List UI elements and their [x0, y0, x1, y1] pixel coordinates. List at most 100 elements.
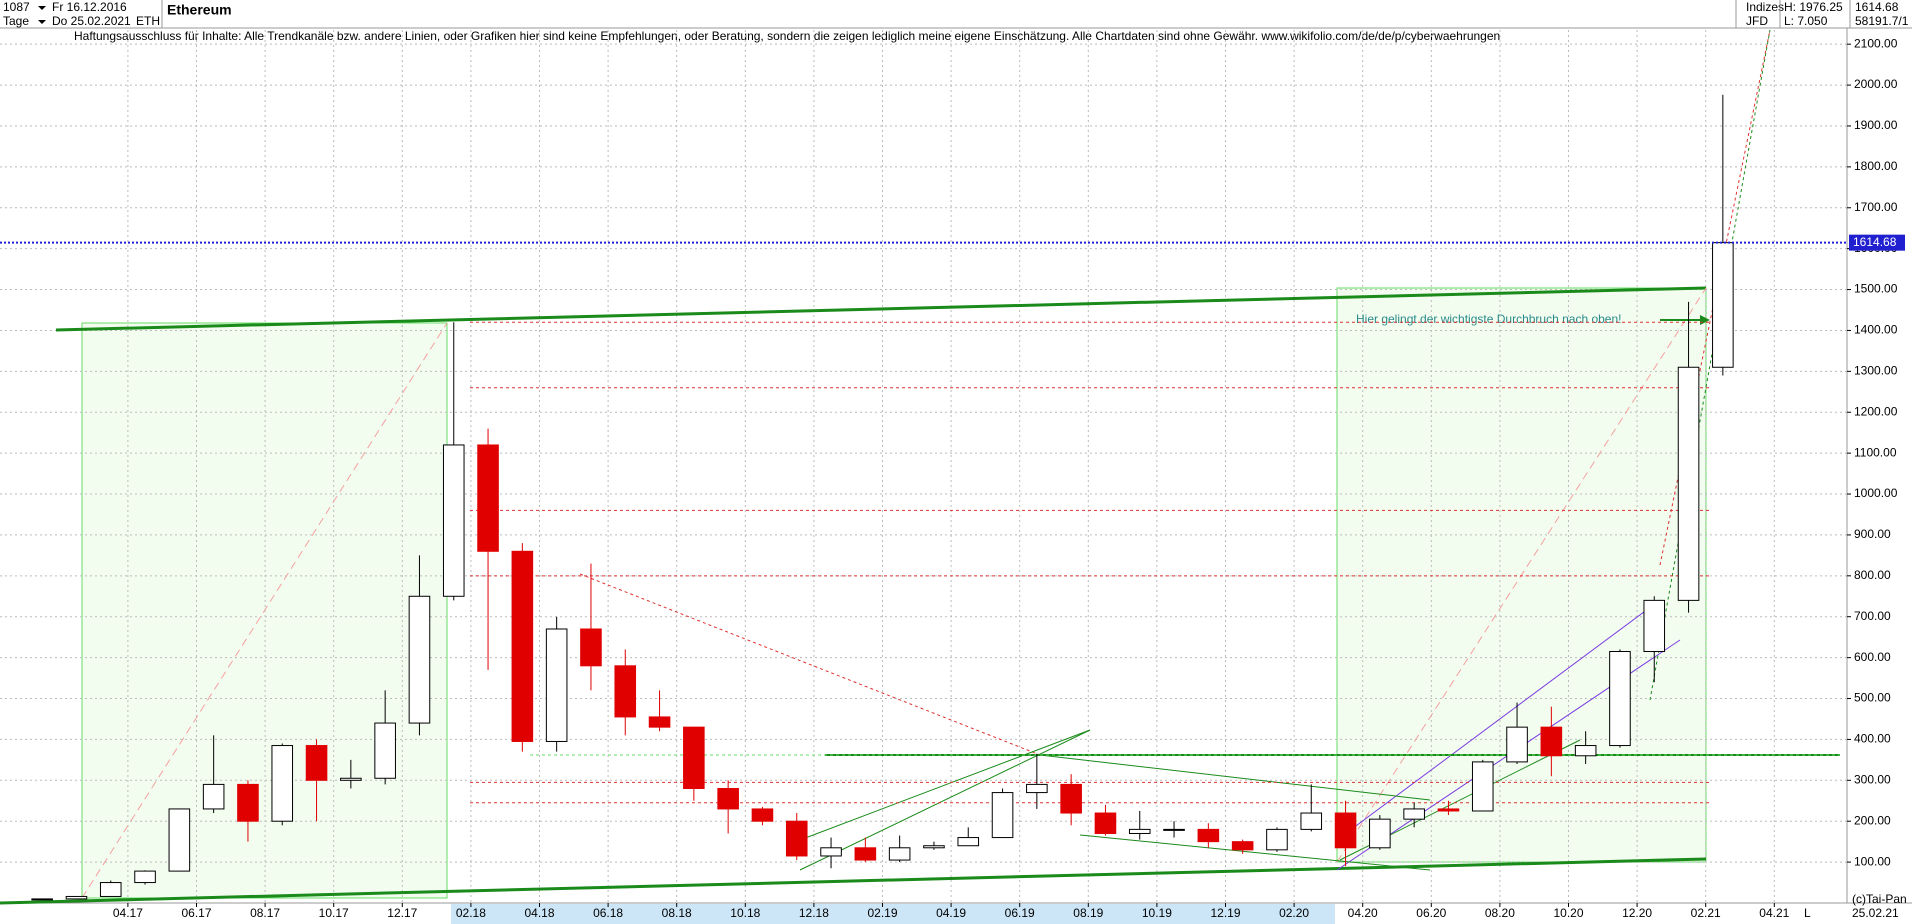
x-tick-label: 04.19 [936, 906, 966, 920]
trend-line [0, 857, 1707, 905]
period: Tage [3, 14, 29, 28]
candle-body [31, 898, 53, 901]
y-tick-label: 1200.00 [1854, 404, 1898, 418]
dropdown-arrow[interactable] [38, 6, 46, 10]
axes: 100.00 200.00 300.00 400.00 500.00 600.00 700.… [0, 36, 1905, 920]
y-tick-label: 900.00 [1854, 527, 1891, 541]
x-tick-label: 08.18 [662, 906, 692, 920]
candle-body [1300, 812, 1323, 830]
y-tick-label: 1500.00 [1854, 282, 1898, 296]
candle-body [477, 444, 499, 552]
candle-body [683, 726, 705, 789]
candle-body [717, 787, 739, 810]
x-tick-label: 06.19 [1005, 906, 1035, 920]
x-tick-label: 04.21 [1759, 906, 1789, 920]
candle-body [168, 808, 191, 872]
last-price-box [1849, 234, 1905, 251]
candle-body [442, 444, 465, 597]
x-tick-label: 06.20 [1416, 906, 1446, 920]
y-tick-label: 1000.00 [1854, 486, 1898, 500]
subtitle: Haftungsausschluss für Inhalte: Alle Tre… [74, 29, 1500, 43]
trend-line [799, 729, 1091, 841]
candle-body [1403, 808, 1425, 820]
candle-body [751, 808, 774, 822]
candle-body [237, 783, 259, 822]
candle-body [511, 550, 534, 742]
y-tick-label: 800.00 [1854, 568, 1891, 582]
candle-body [1540, 726, 1563, 757]
candle-body [991, 792, 1014, 839]
symbol: ETH [136, 14, 160, 28]
candle-body [1026, 783, 1048, 794]
candle-body [1128, 828, 1151, 834]
trend-line [1079, 834, 1431, 871]
candle-body [340, 777, 362, 781]
candle-body [545, 628, 568, 742]
annotation: Hier gelingt der wichtigste Durchbruch n… [1356, 312, 1621, 326]
x-tick-label: 08.17 [250, 906, 280, 920]
count: 1087 [3, 0, 30, 14]
candle-body [1163, 828, 1185, 831]
y-tick-label: 100.00 [1854, 854, 1891, 868]
volume: 58191.7/1 [1855, 14, 1909, 28]
y-tick-label: 1700.00 [1854, 200, 1898, 214]
trend-line [1039, 754, 1431, 801]
y-tick-label: 300.00 [1854, 772, 1891, 786]
last-price-header: 1614.68 [1855, 0, 1899, 14]
trend-line [1336, 287, 1707, 863]
y-tick-label: 700.00 [1854, 609, 1891, 623]
copyright: (c)Tai-Pan [1852, 892, 1907, 906]
trend-line [81, 322, 448, 899]
candle-body [374, 722, 396, 779]
x-tick-label: 02.20 [1279, 906, 1309, 920]
x-tick-label: 12.19 [1210, 906, 1240, 920]
candle-body [580, 628, 602, 667]
last-price-label: 1614.68 [1853, 235, 1897, 249]
candle-body [1609, 650, 1631, 747]
y-tick-label: 1300.00 [1854, 364, 1898, 378]
header-bar [0, 0, 1912, 28]
candle-body [1677, 366, 1700, 601]
x-tick-label: 10.17 [319, 906, 349, 920]
candle-body [1437, 808, 1460, 812]
candle-body [1471, 761, 1494, 812]
y-tick-label: 1400.00 [1854, 323, 1898, 337]
year-band [451, 904, 1335, 924]
x-tick-label: 12.18 [799, 906, 829, 920]
candles [31, 94, 1734, 901]
y-tick-label: 1100.00 [1854, 445, 1897, 459]
candle-body [1712, 242, 1734, 368]
candle-body [99, 882, 122, 897]
candle-body [408, 595, 431, 724]
candle-body [1643, 599, 1666, 652]
x-tick-label: 02.21 [1691, 906, 1721, 920]
candle-body [888, 847, 911, 861]
candle-body [65, 895, 88, 900]
x-tick-label: 08.19 [1073, 906, 1103, 920]
trend-line [799, 729, 1091, 871]
end-date: Do 25.02.2021 [52, 14, 131, 28]
candle-body [1369, 818, 1391, 849]
candle-body [1266, 828, 1288, 851]
x-tick-label: 06.18 [593, 906, 623, 920]
candle-body [202, 783, 225, 810]
x-tick-label: 04.17 [113, 906, 143, 920]
x-tick-label: 08.20 [1485, 906, 1515, 920]
candle-body [1197, 828, 1220, 843]
scale-label: L [1804, 906, 1811, 920]
y-tick-label: 2100.00 [1854, 36, 1898, 50]
y-tick-label: 2000.00 [1854, 77, 1898, 91]
y-tick-label: 200.00 [1854, 813, 1891, 827]
trend-line [579, 573, 1041, 756]
dropdown-arrow[interactable] [38, 20, 46, 24]
candle-body [1574, 745, 1597, 757]
candle-body [305, 745, 328, 781]
x-tick-label: 10.20 [1553, 906, 1583, 920]
y-tick-label: 1900.00 [1854, 118, 1898, 132]
x-tick-label: 06.17 [181, 906, 211, 920]
candle-body [820, 847, 842, 857]
candle-body [648, 716, 671, 728]
low: L: 7.050 [1784, 14, 1828, 28]
x-tick-label: 02.18 [456, 906, 486, 920]
